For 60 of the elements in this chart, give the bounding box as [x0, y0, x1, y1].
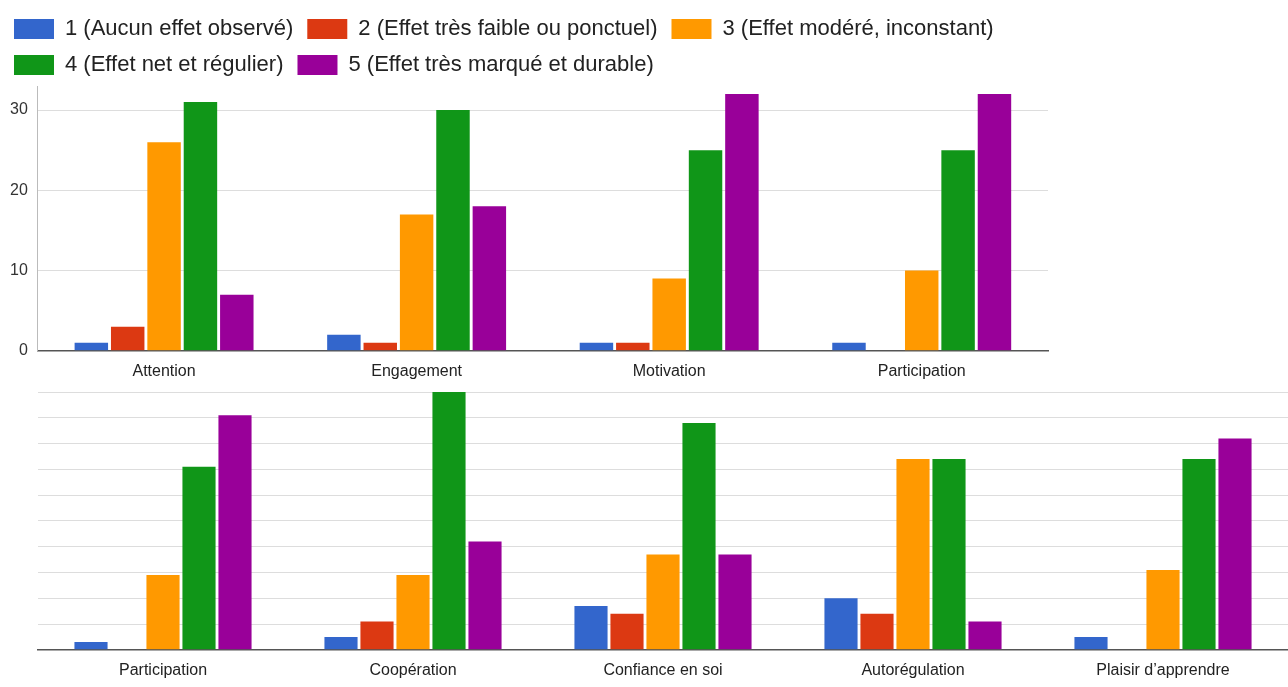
- bar: [436, 110, 470, 351]
- bar: [610, 613, 644, 650]
- bar: [860, 613, 894, 650]
- bar: [682, 422, 716, 650]
- bar: [905, 270, 939, 351]
- legend-label: 2 (Effet très faible ou ponctuel): [358, 15, 658, 41]
- bar: [472, 206, 507, 351]
- bar: [932, 459, 966, 650]
- bar: [220, 294, 254, 351]
- bar: [718, 554, 752, 650]
- bar: [396, 575, 430, 650]
- bar: [832, 342, 866, 351]
- bar: [399, 214, 434, 351]
- x-tick-label: Participation: [118, 660, 208, 678]
- x-tick-label: Autorégulation: [861, 660, 965, 678]
- legend-label: 3 (Effet modéré, inconstant): [722, 15, 994, 41]
- bar: [1146, 569, 1180, 650]
- bar: [182, 466, 216, 650]
- bar: [977, 94, 1012, 351]
- bar: [1218, 438, 1252, 650]
- bar: [74, 642, 108, 650]
- y-tick-label: 10: [10, 260, 28, 278]
- bar: [688, 150, 723, 351]
- bar: [616, 342, 650, 351]
- bar: [1182, 459, 1216, 650]
- y-tick-label: 20: [10, 180, 28, 198]
- bar: [468, 541, 502, 650]
- bar: [183, 102, 218, 351]
- bar: [824, 598, 858, 650]
- bar: [360, 621, 394, 650]
- bar: [110, 326, 145, 351]
- x-tick-label: Attention: [132, 361, 196, 379]
- legend-label: 1 (Aucun effet observé): [65, 15, 294, 41]
- bar: [324, 636, 358, 650]
- bar: [896, 459, 930, 650]
- bar: [652, 278, 686, 351]
- bar: [574, 605, 608, 650]
- bar: [646, 554, 680, 650]
- bar: [968, 621, 1002, 650]
- x-tick-label: Confiance en soi: [603, 660, 723, 678]
- bar: [725, 94, 759, 351]
- y-tick-label: 0: [18, 341, 28, 359]
- bar: [74, 342, 109, 351]
- x-tick-label: Coopération: [369, 660, 457, 678]
- legend-label: 5 (Effet très marqué et durable): [348, 51, 654, 77]
- bar: [146, 575, 180, 650]
- bar: [363, 342, 397, 351]
- bar: [579, 342, 614, 351]
- bar: [147, 142, 181, 351]
- x-tick-label: Motivation: [632, 361, 706, 379]
- x-tick-label: Engagement: [371, 361, 463, 379]
- bar: [327, 334, 361, 351]
- legend-label: 4 (Effet net et régulier): [65, 51, 284, 77]
- bar: [1074, 636, 1108, 650]
- bar: [432, 392, 466, 650]
- y-tick-label: 30: [10, 100, 28, 118]
- x-tick-label: Participation: [877, 361, 966, 379]
- bar: [941, 150, 975, 351]
- bar: [218, 415, 252, 650]
- x-tick-label: Plaisir d’apprendre: [1096, 660, 1230, 678]
